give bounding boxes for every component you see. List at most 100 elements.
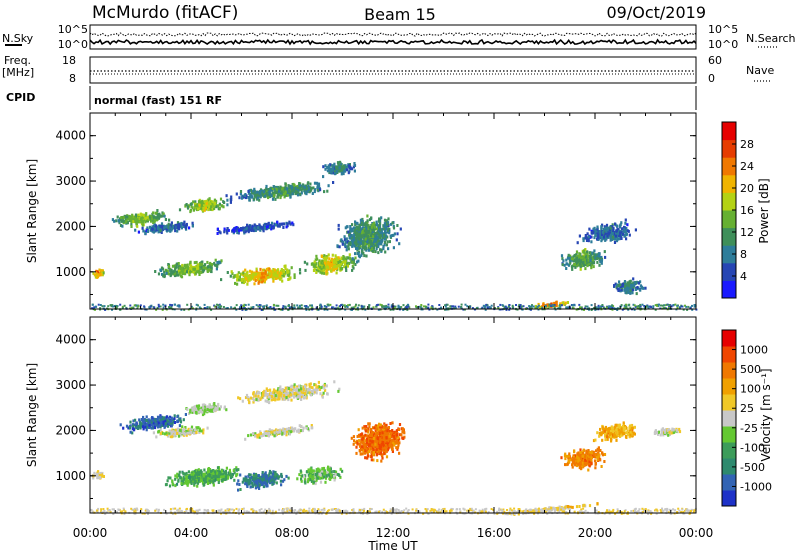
velocity-data-cell — [270, 398, 273, 402]
power-data-cell — [375, 223, 379, 227]
power-data-cell — [287, 304, 290, 307]
power-data-cell — [583, 258, 586, 262]
power-data-cell — [97, 303, 100, 306]
power-data-cell — [278, 271, 281, 275]
power-data-cell — [247, 195, 250, 199]
power-data-cell — [624, 230, 627, 233]
power-data-cell — [380, 228, 383, 232]
power-data-cell — [211, 205, 214, 208]
power-data-cell — [316, 308, 319, 311]
power-data-cell — [313, 267, 316, 271]
power-data-cell — [194, 204, 197, 208]
velocity-data-cell — [201, 403, 204, 407]
power-data-cell — [407, 305, 410, 308]
power-data-cell — [349, 308, 352, 311]
power-data-cell — [209, 202, 212, 206]
power-data-cell — [516, 308, 519, 311]
power-data-cell — [632, 307, 635, 310]
power-data-cell — [248, 277, 251, 281]
velocity-data-cell — [102, 475, 105, 478]
power-data-cell — [344, 169, 347, 173]
power-data-cell — [144, 232, 147, 235]
power-data-cell — [633, 281, 636, 285]
power-data-cell — [296, 304, 299, 307]
power-data-cell — [275, 187, 278, 191]
power-data-cell — [243, 303, 246, 306]
power-data-cell — [367, 231, 370, 234]
power-data-cell — [152, 211, 155, 215]
power-data-cell — [239, 306, 242, 309]
power-data-cell — [198, 273, 201, 276]
power-data-cell — [590, 231, 593, 234]
power-data-cell — [565, 258, 568, 262]
power-data-cell — [178, 271, 181, 275]
velocity-data-cell — [184, 413, 187, 416]
power-data-cell — [357, 234, 360, 238]
velocity-data-cell — [173, 417, 176, 420]
velocity-data-cell — [162, 422, 165, 426]
power-data-cell — [128, 216, 131, 220]
power-data-cell — [317, 308, 320, 311]
velocity-data-cell — [156, 415, 160, 419]
power-data-cell — [354, 220, 357, 224]
power-data-cell — [583, 308, 585, 311]
power-data-cell — [419, 306, 422, 309]
power-data-cell — [262, 279, 265, 283]
power-data-cell — [279, 194, 282, 198]
power-data-cell — [624, 290, 627, 294]
power-data-cell — [634, 228, 637, 232]
power-data-cell — [269, 270, 272, 274]
power-data-cell — [636, 307, 639, 310]
power-data-cell — [308, 308, 311, 311]
velocity-data-cell — [323, 384, 326, 388]
power-data-cell — [197, 304, 199, 307]
power-data-cell — [392, 226, 396, 230]
power-data-cell — [151, 227, 154, 231]
power-data-cell — [600, 239, 603, 243]
power-data-cell — [226, 198, 229, 202]
power-data-cell — [219, 306, 222, 308]
power-data-cell — [139, 217, 142, 221]
power-data-cell — [559, 302, 562, 306]
power-data-cell — [561, 257, 564, 261]
power-data-cell — [587, 235, 590, 239]
power-data-cell — [326, 308, 329, 311]
power-data-cell — [560, 254, 564, 258]
power-data-cell — [563, 263, 566, 267]
velocity-data-cell — [203, 405, 206, 409]
power-data-cell — [627, 281, 630, 285]
power-data-cell — [223, 230, 226, 234]
power-data-cell — [179, 222, 182, 226]
power-data-cell — [383, 222, 386, 226]
power-data-cell — [145, 212, 148, 216]
power-data-cell — [341, 261, 344, 264]
power-data-cell — [132, 306, 135, 309]
power-data-cell — [277, 304, 280, 307]
power-data-cell — [574, 265, 577, 269]
power-data-cell — [100, 272, 103, 276]
power-data-cell — [381, 305, 384, 308]
power-data-cell — [313, 190, 316, 194]
power-data-cell — [167, 228, 171, 232]
power-data-cell — [629, 289, 632, 293]
power-data-cell — [152, 230, 155, 234]
power-data-cell — [198, 306, 201, 309]
power-data-cell — [342, 257, 345, 261]
power-data-cell — [249, 188, 252, 192]
power-data-cell — [354, 226, 357, 230]
power-data-cell — [194, 271, 197, 275]
power-data-cell — [376, 236, 379, 240]
velocity-data-cell — [244, 396, 248, 400]
power-data-cell — [133, 304, 136, 307]
power-data-cell — [322, 256, 325, 259]
power-data-cell — [267, 275, 270, 279]
power-data-cell — [183, 269, 186, 273]
power-data-cell — [156, 226, 160, 230]
power-data-cell — [430, 306, 433, 309]
power-data-cell — [262, 226, 265, 230]
power-data-cell — [207, 208, 210, 212]
power-data-cell — [639, 280, 642, 284]
power-data-cell — [431, 306, 434, 309]
power-data-cell — [599, 234, 602, 238]
velocity-data-cell — [127, 426, 130, 430]
